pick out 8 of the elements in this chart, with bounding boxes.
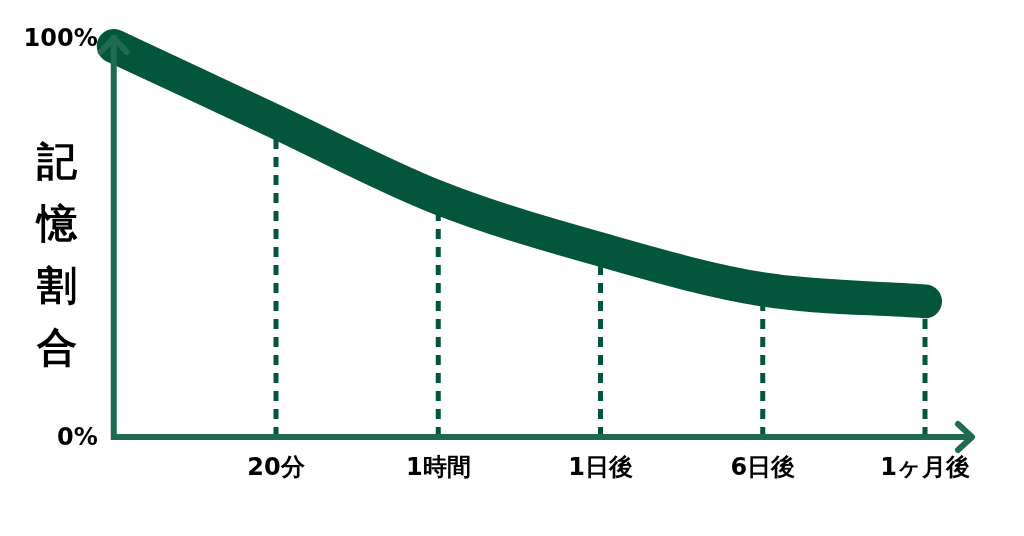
- x-tick-label: 1日後: [568, 453, 633, 481]
- x-tick-label: 1時間: [405, 453, 471, 481]
- y-tick-label: 100%: [23, 24, 98, 52]
- x-tick-label: 6日後: [730, 453, 796, 481]
- x-tick-label: 1ヶ月後: [880, 453, 970, 481]
- x-tick-label: 20分: [247, 453, 306, 481]
- y-tick-label: 0%: [57, 423, 98, 451]
- y-axis-title: 記憶割合: [35, 138, 78, 370]
